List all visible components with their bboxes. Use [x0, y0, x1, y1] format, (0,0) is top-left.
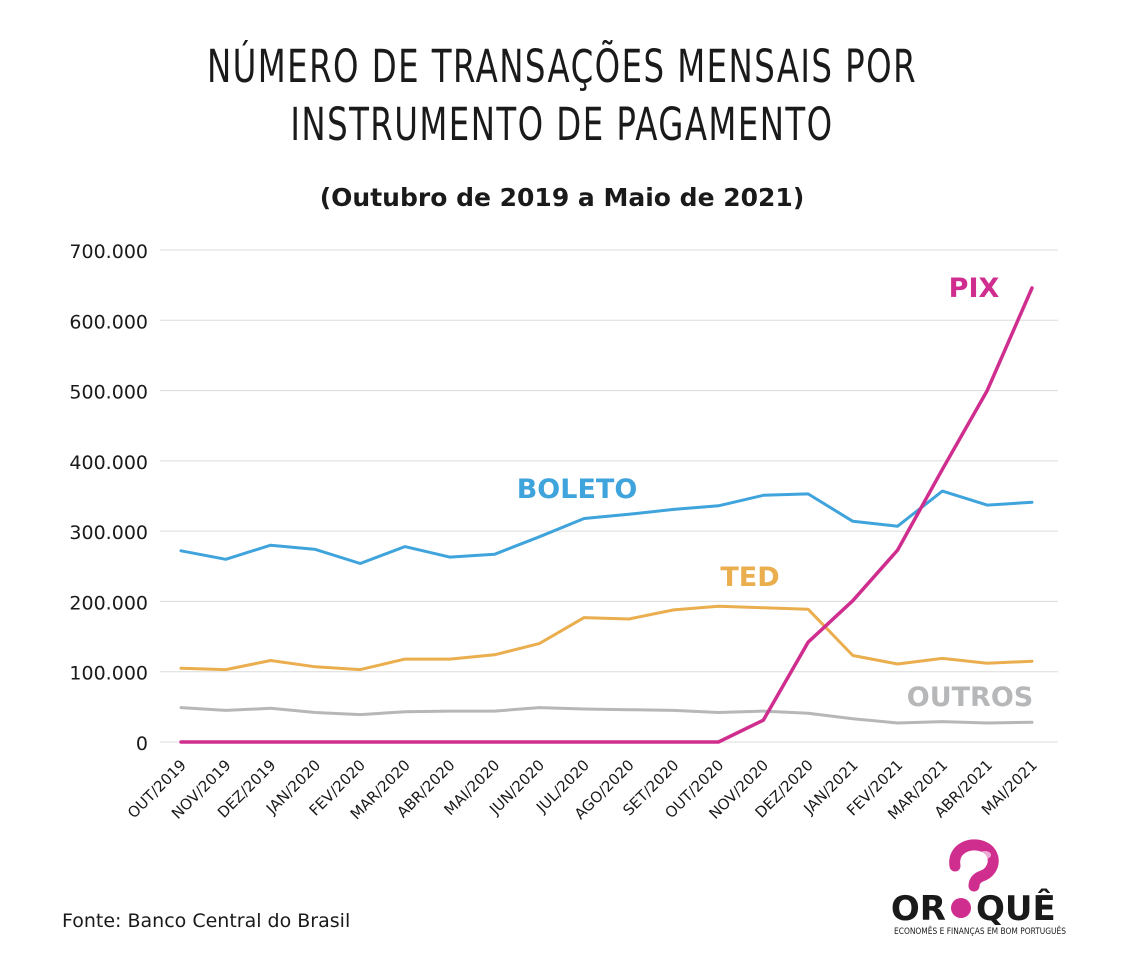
chart-subtitle: (Outubro de 2019 a Maio de 2021): [319, 183, 805, 212]
logo-tagline: ECONOMÊS E FINANÇAS EM BOM PORTUGUÊS: [894, 925, 1066, 937]
x-axis-tick-labels: OUT/2019NOV/2019DEZ/2019JAN/2020FEV/2020…: [124, 756, 1041, 823]
series-label-outros: OUTROS: [907, 682, 1033, 713]
series-labels: BOLETO TED OUTROS PIX: [517, 273, 1034, 713]
logo-dot: [951, 898, 971, 918]
porque-logo: POR QUÊ ECONOMÊS E FINANÇAS EM BOM PORTU…: [890, 839, 1066, 937]
y-tick-label: 600.000: [69, 311, 148, 333]
y-tick-label: 300.000: [69, 522, 148, 544]
piggy-question-icon: [949, 839, 999, 892]
y-tick-label: 400.000: [69, 452, 148, 474]
y-tick-label: 0: [136, 733, 148, 755]
series-line-outros: [179, 706, 1034, 725]
y-tick-label: 200.000: [69, 592, 148, 614]
chart-title: NÚMERO DE TRANSAÇÕES MENSAIS POR INSTRUM…: [157, 38, 966, 154]
series-line-boleto: [179, 489, 1034, 565]
logo-word-right: QUÊ: [976, 888, 1056, 929]
chart-title-line-1: NÚMERO DE TRANSAÇÕES MENSAIS POR: [206, 40, 918, 93]
y-tick-label: 700.000: [69, 241, 148, 263]
y-tick-label: 100.000: [69, 663, 148, 685]
series-lines: [179, 286, 1034, 744]
series-label-ted: TED: [720, 562, 779, 593]
y-axis-tick-labels: 0 100.000 200.000 300.000 400.000 500.000 600.…: [69, 241, 148, 755]
chart-title-line-2: INSTRUMENTO DE PAGAMENTO: [290, 98, 834, 151]
series-line-pix: [179, 286, 1034, 744]
logo-word-left: POR: [890, 889, 946, 929]
y-tick-label: 500.000: [69, 382, 148, 404]
series-label-boleto: BOLETO: [517, 474, 638, 505]
series-line-ted: [179, 604, 1034, 672]
series-label-pix: PIX: [949, 273, 1000, 304]
source-note: Fonte: Banco Central do Brasil: [62, 910, 351, 932]
